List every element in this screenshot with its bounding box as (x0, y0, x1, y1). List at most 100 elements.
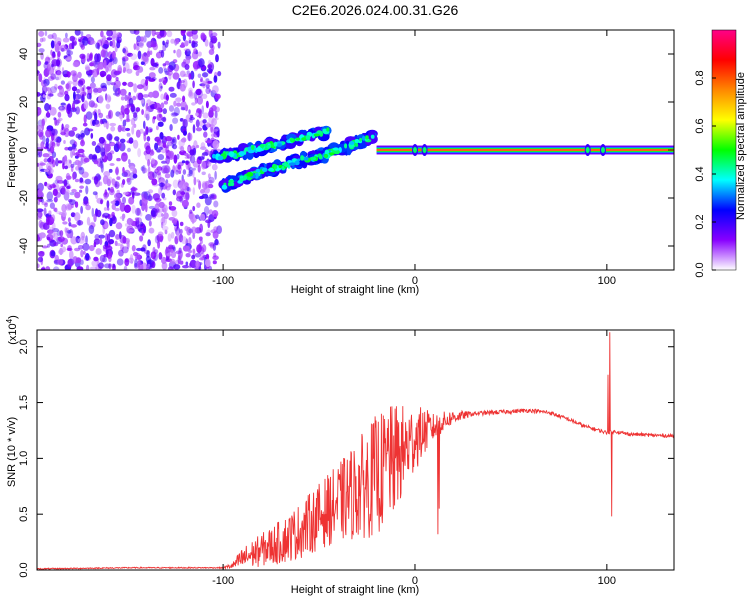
noise-speckle (109, 217, 113, 227)
band-core (328, 152, 335, 156)
noise-speckle (158, 67, 164, 74)
noise-speckle (185, 57, 191, 65)
noise-speckle (161, 160, 167, 164)
noise-speckle (124, 223, 129, 227)
noise-speckle (150, 58, 155, 67)
noise-speckle (161, 262, 168, 270)
noise-speckle (191, 254, 196, 260)
noise-speckle (151, 30, 156, 37)
noise-speckle (171, 112, 179, 116)
noise-speckle (77, 237, 86, 244)
y-tick-label: 1.0 (18, 451, 30, 466)
noise-speckle (151, 77, 157, 81)
noise-speckle (47, 229, 54, 234)
noise-speckle (56, 70, 62, 81)
noise-speckle (98, 95, 104, 104)
noise-speckle (176, 48, 182, 58)
noise-speckle (42, 85, 48, 94)
noise-speckle (210, 33, 213, 42)
noise-speckle (214, 106, 220, 113)
noise-speckle (119, 138, 126, 143)
band-core (255, 147, 263, 152)
noise-speckle (121, 126, 127, 132)
spectrogram-axes: -100 0 100 -40 -20 0 20 40 (18, 30, 674, 287)
noise-speckle (44, 115, 47, 123)
band-core (247, 146, 252, 151)
noise-speckle (66, 230, 72, 234)
x-tick-label: 100 (598, 275, 616, 287)
noise-speckle (188, 36, 192, 44)
noise-speckle (67, 217, 71, 223)
noise-speckle (106, 74, 112, 82)
snr-multiplier: (x104) (5, 315, 19, 345)
noise-speckle (82, 152, 85, 158)
noise-speckle (176, 102, 182, 107)
noise-speckle (128, 159, 131, 165)
noise-speckle (117, 124, 122, 133)
noise-speckle (145, 145, 151, 155)
noise-speckle (99, 238, 103, 246)
noise-speckle (163, 165, 171, 174)
noise-speckle (83, 250, 86, 255)
noise-speckle (144, 108, 150, 118)
noise-speckle (208, 89, 212, 93)
noise-speckle (192, 167, 196, 171)
noise-speckle (195, 88, 202, 96)
noise-speckle (214, 170, 217, 180)
noise-speckle (82, 242, 90, 251)
noise-speckle (65, 204, 73, 210)
noise-speckle (211, 164, 218, 171)
noise-speckle (139, 212, 143, 217)
noise-speckle (110, 126, 116, 132)
noise-speckle (54, 83, 58, 90)
noise-speckle (193, 176, 197, 186)
y-tick-label: 0.0 (18, 562, 30, 577)
noise-speckle (71, 143, 77, 149)
noise-speckle (152, 171, 158, 179)
noise-speckle (128, 137, 134, 144)
band-core (326, 127, 330, 132)
noise-speckle (181, 61, 186, 67)
noise-speckle (59, 86, 65, 96)
noise-speckle (122, 57, 126, 66)
noise-speckle (141, 196, 148, 207)
noise-speckle (206, 68, 213, 73)
noise-speckle (164, 173, 171, 179)
noise-speckle (133, 112, 138, 119)
noise-speckle (217, 41, 221, 49)
noise-speckle (132, 173, 138, 179)
noise-speckle (148, 227, 155, 234)
noise-speckle (117, 141, 122, 149)
noise-speckle (157, 240, 161, 249)
noise-speckle (150, 210, 156, 218)
noise-speckle (173, 154, 178, 164)
noise-speckle (202, 182, 208, 190)
noise-speckle (210, 229, 217, 234)
x-tick-label: 100 (598, 575, 616, 587)
noise-speckle (85, 264, 90, 270)
noise-speckle (143, 56, 149, 63)
noise-speckle (133, 113, 138, 122)
noise-speckle (93, 242, 97, 248)
noise-speckle (56, 138, 61, 147)
noise-speckle (126, 68, 133, 74)
noise-speckle (116, 32, 122, 38)
noise-speckle (102, 44, 109, 49)
band-core (217, 155, 224, 161)
noise-speckle (161, 216, 166, 224)
noise-speckle (69, 35, 76, 42)
noise-speckle (62, 246, 66, 253)
noise-speckle (194, 97, 198, 104)
noise-speckle (125, 127, 131, 132)
noise-speckle (212, 85, 219, 94)
noise-speckle (172, 117, 179, 124)
noise-speckle (161, 204, 168, 213)
noise-speckle (189, 259, 197, 269)
noise-speckle (41, 266, 46, 270)
noise-speckle (210, 123, 214, 128)
noise-speckle (170, 231, 175, 239)
noise-speckle (50, 86, 57, 94)
noise-speckle (188, 109, 191, 115)
noise-speckle (169, 124, 173, 131)
band-core (354, 138, 360, 144)
